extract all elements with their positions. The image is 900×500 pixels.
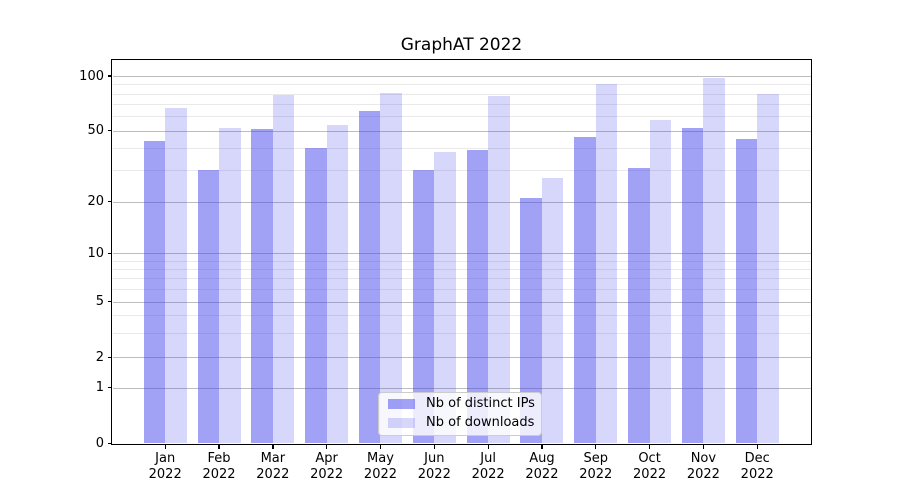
- gridline-major: [112, 387, 811, 389]
- gridline-major: [112, 357, 811, 359]
- bar-distinct-ips-apr: [305, 147, 327, 444]
- bar-distinct-ips-mar: [251, 129, 273, 444]
- x-tick-label: Jul 2022: [471, 451, 505, 482]
- gridline-minor: [112, 260, 811, 262]
- bar-downloads-sep: [595, 84, 618, 444]
- bar-downloads-jan: [165, 107, 187, 444]
- y-tick-mark: [107, 252, 112, 254]
- x-tick-mark: [272, 445, 274, 449]
- x-tick-label: May 2022: [363, 451, 398, 482]
- x-tick-label: Feb 2022: [202, 451, 236, 482]
- x-tick-mark: [218, 445, 220, 449]
- x-tick-label: Nov 2022: [686, 451, 720, 482]
- legend-swatch-downloads: [388, 418, 415, 428]
- y-tick-label: 2: [95, 349, 104, 365]
- gridline-minor: [112, 170, 811, 172]
- y-tick-label: 1: [95, 380, 104, 396]
- legend-swatch-distinct-ips: [388, 399, 415, 409]
- gridline-major: [112, 130, 811, 132]
- x-tick-label: Aug 2022: [525, 451, 559, 482]
- gridline-minor: [112, 332, 811, 334]
- bar-downloads-jun: [434, 151, 456, 444]
- bar-downloads-feb: [219, 127, 241, 444]
- chart-title: GraphAT 2022: [400, 35, 523, 55]
- legend-label-downloads: Nb of downloads: [426, 415, 535, 430]
- gridline-major: [112, 76, 811, 77]
- legend-item-downloads: Nb of downloads: [388, 415, 535, 431]
- gridline-major: [112, 253, 811, 255]
- bar-distinct-ips-aug: [520, 197, 542, 444]
- y-tick-mark: [107, 442, 112, 445]
- x-tick-label: Sep 2022: [579, 451, 613, 482]
- y-tick-label: 5: [95, 294, 104, 310]
- bar-distinct-ips-dec: [735, 138, 758, 444]
- bar-downloads-mar: [272, 94, 295, 444]
- legend-label-distinct-ips: Nb of distinct IPs: [426, 396, 535, 411]
- gridline-minor: [112, 288, 811, 290]
- gridline-minor: [112, 278, 811, 280]
- bar-distinct-ips-jun: [412, 170, 435, 444]
- y-tick-mark: [107, 130, 112, 132]
- x-tick-label: Jan 2022: [148, 451, 182, 482]
- y-tick-mark: [107, 201, 112, 203]
- x-tick-mark: [164, 445, 166, 449]
- y-tick-mark: [107, 75, 112, 77]
- bar-downloads-aug: [541, 178, 564, 444]
- bar-distinct-ips-jan: [143, 140, 166, 444]
- bar-downloads-may: [380, 92, 402, 444]
- bar-distinct-ips-nov: [681, 127, 704, 444]
- y-tick-mark: [107, 356, 112, 358]
- y-tick-mark: [107, 301, 112, 303]
- x-tick-label: Oct 2022: [633, 451, 667, 482]
- legend-item-distinct-ips: Nb of distinct IPs: [388, 396, 535, 412]
- y-tick-label: 100: [79, 68, 104, 84]
- legend: Nb of distinct IPs Nb of downloads: [378, 391, 542, 436]
- y-tick-label: 10: [87, 245, 104, 261]
- gridline-minor: [112, 315, 811, 317]
- bar-downloads-oct: [649, 120, 672, 444]
- gridline-minor: [112, 268, 811, 270]
- x-tick-mark: [487, 445, 489, 449]
- gridline-minor: [112, 116, 811, 118]
- bar-distinct-ips-jul: [466, 149, 489, 444]
- bar-downloads-nov: [703, 77, 725, 444]
- x-tick-mark: [648, 445, 651, 449]
- x-tick-mark: [379, 445, 382, 449]
- bar-distinct-ips-feb: [197, 170, 220, 444]
- x-tick-label: Jun 2022: [417, 451, 451, 482]
- bar-distinct-ips-sep: [574, 137, 596, 444]
- y-tick-label: 20: [87, 194, 104, 210]
- x-tick-label: Mar 2022: [256, 451, 290, 482]
- x-tick-mark: [595, 445, 597, 449]
- bar-downloads-jul: [488, 95, 510, 444]
- x-tick-mark: [756, 445, 758, 449]
- x-tick-mark: [541, 445, 543, 449]
- bar-downloads-dec: [757, 93, 779, 444]
- x-tick-label: Dec 2022: [740, 451, 774, 482]
- x-tick-mark: [326, 445, 328, 449]
- bar-distinct-ips-may: [358, 111, 381, 444]
- y-tick-label: 0: [95, 436, 104, 451]
- bar-downloads-apr: [326, 124, 349, 444]
- gridline-minor: [112, 147, 811, 149]
- x-tick-label: Apr 2022: [310, 451, 344, 482]
- y-tick-mark: [107, 387, 112, 389]
- y-tick-label: 50: [87, 123, 104, 139]
- gridline-minor: [112, 84, 811, 86]
- bar-distinct-ips-oct: [628, 167, 650, 444]
- gridline-major: [112, 301, 811, 303]
- x-tick-mark: [702, 445, 705, 449]
- gridline-major: [112, 201, 811, 203]
- gridline-minor: [112, 104, 811, 106]
- gridline-minor: [112, 93, 811, 95]
- x-tick-mark: [433, 445, 435, 449]
